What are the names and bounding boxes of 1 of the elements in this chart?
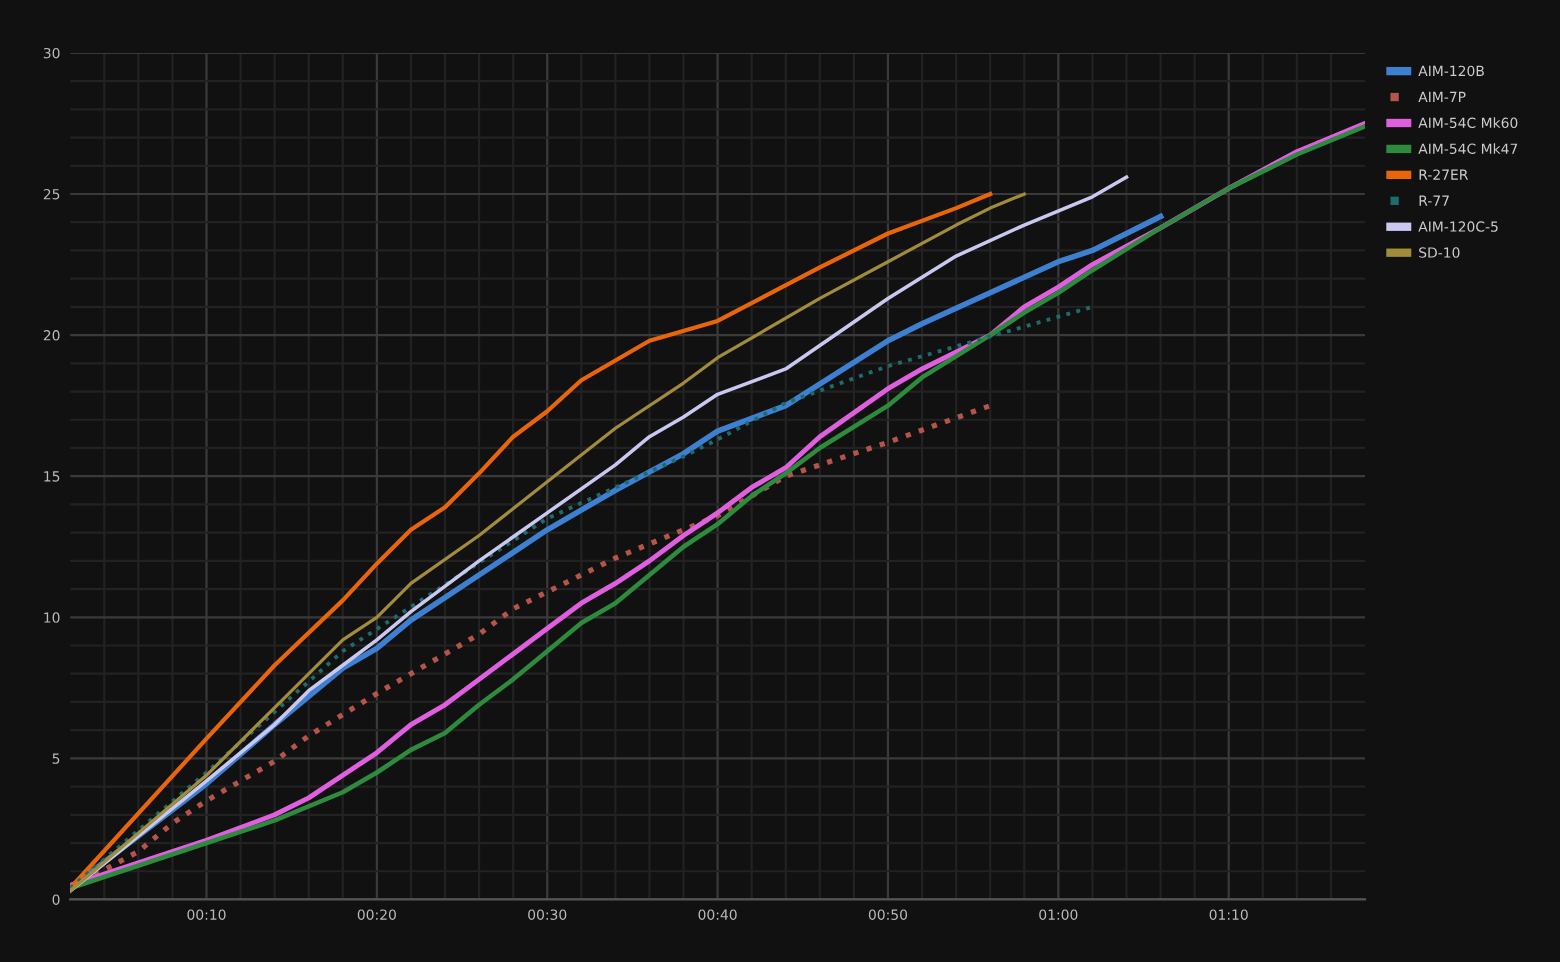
line-series <box>70 304 1095 891</box>
